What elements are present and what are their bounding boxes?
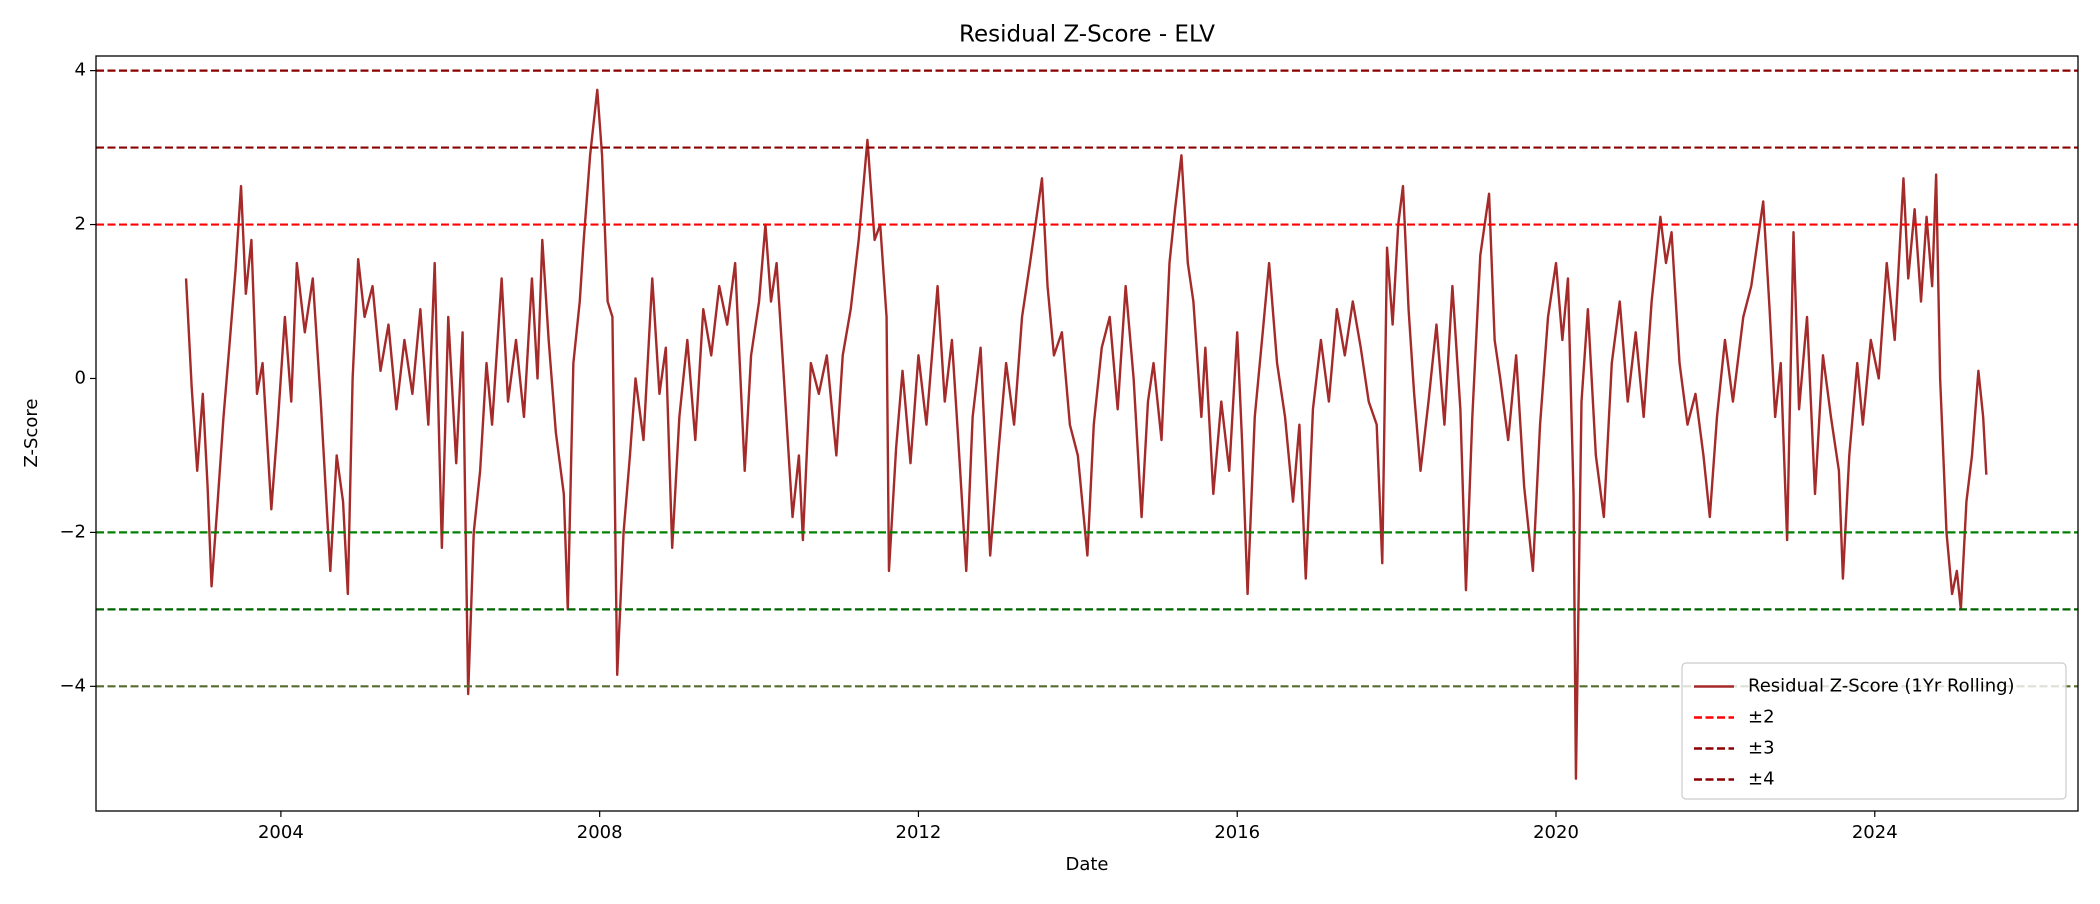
x-tick-label: 2012 (896, 822, 942, 843)
x-tick-label: 2008 (577, 822, 623, 843)
y-tick-label: 4 (75, 60, 86, 81)
x-tick-label: 2020 (1533, 822, 1579, 843)
chart-title: Residual Z-Score - ELV (959, 22, 1215, 48)
y-tick-label: −2 (59, 521, 86, 542)
legend-box (1681, 662, 2067, 800)
y-axis-label: Z-Score (21, 399, 42, 468)
legend-label: ±3 (1748, 738, 1775, 759)
y-tick-label: −4 (59, 675, 86, 696)
x-tick-label: 2004 (258, 822, 304, 843)
legend-label: ±2 (1748, 707, 1775, 728)
legend-label: Residual Z-Score (1Yr Rolling) (1748, 676, 2015, 697)
x-axis-label: Date (1065, 854, 1108, 875)
y-tick-label: 2 (75, 214, 86, 235)
x-tick-label: 2024 (1852, 822, 1898, 843)
legend-label: ±4 (1748, 769, 1775, 790)
data-line (184, 88, 1988, 780)
plot-frame (95, 55, 2079, 812)
x-tick-label: 2016 (1214, 822, 1260, 843)
y-tick-label: 0 (75, 367, 86, 388)
